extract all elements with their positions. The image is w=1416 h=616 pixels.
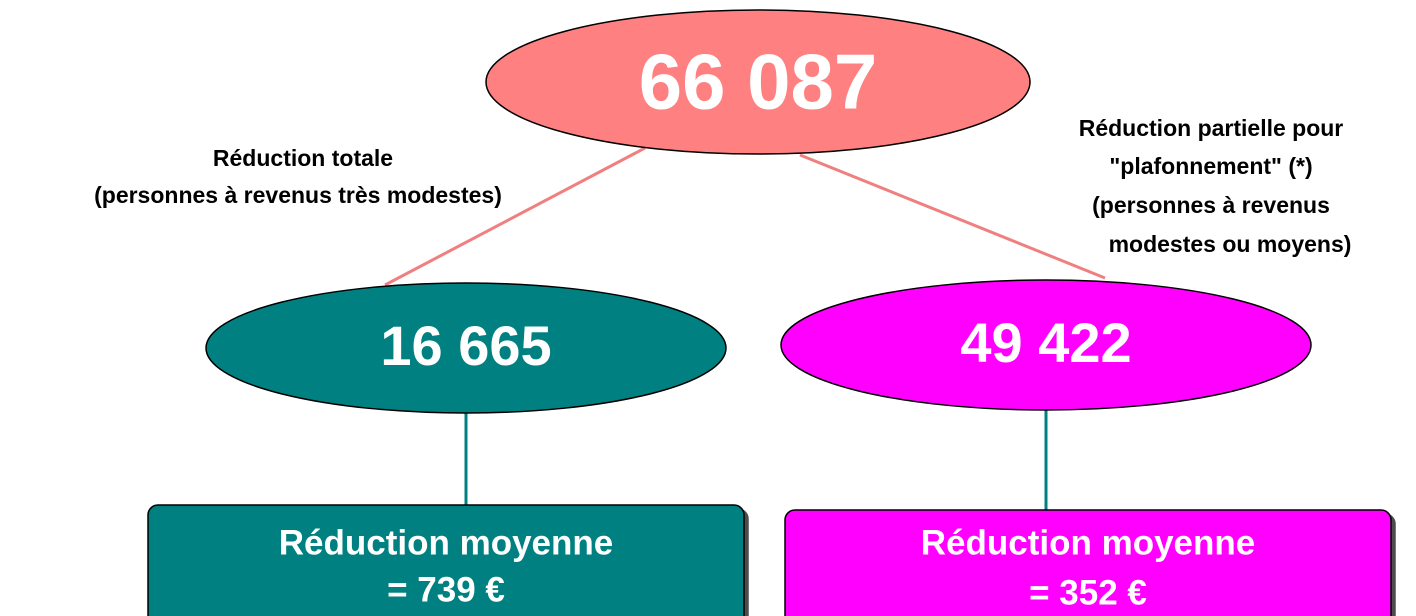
root-node [485, 9, 1031, 155]
result-box [147, 504, 745, 616]
result-box [784, 509, 1392, 616]
result-label: Réduction moyenne [279, 523, 613, 562]
edge-label: Réduction partielle pour [1079, 115, 1344, 141]
edge [799, 153, 1106, 280]
result-label: = 352 € [1029, 573, 1147, 612]
node [205, 282, 727, 414]
root-label: 66 087 [639, 38, 878, 126]
node-label: 49 422 [960, 311, 1131, 374]
edge-label: "plafonnement" (*) [1109, 153, 1312, 179]
result-label: Réduction moyenne [921, 523, 1255, 562]
edge-label: modestes ou moyens) [1109, 231, 1352, 257]
result-label: = 739 € [387, 570, 505, 609]
node [780, 279, 1312, 411]
edge-label: (personnes à revenus très modestes) [94, 182, 502, 208]
edge [384, 146, 646, 287]
edge-label: (personnes à revenus [1092, 192, 1330, 218]
edge-label: Réduction totale [213, 145, 393, 171]
node-label: 16 665 [380, 314, 551, 377]
